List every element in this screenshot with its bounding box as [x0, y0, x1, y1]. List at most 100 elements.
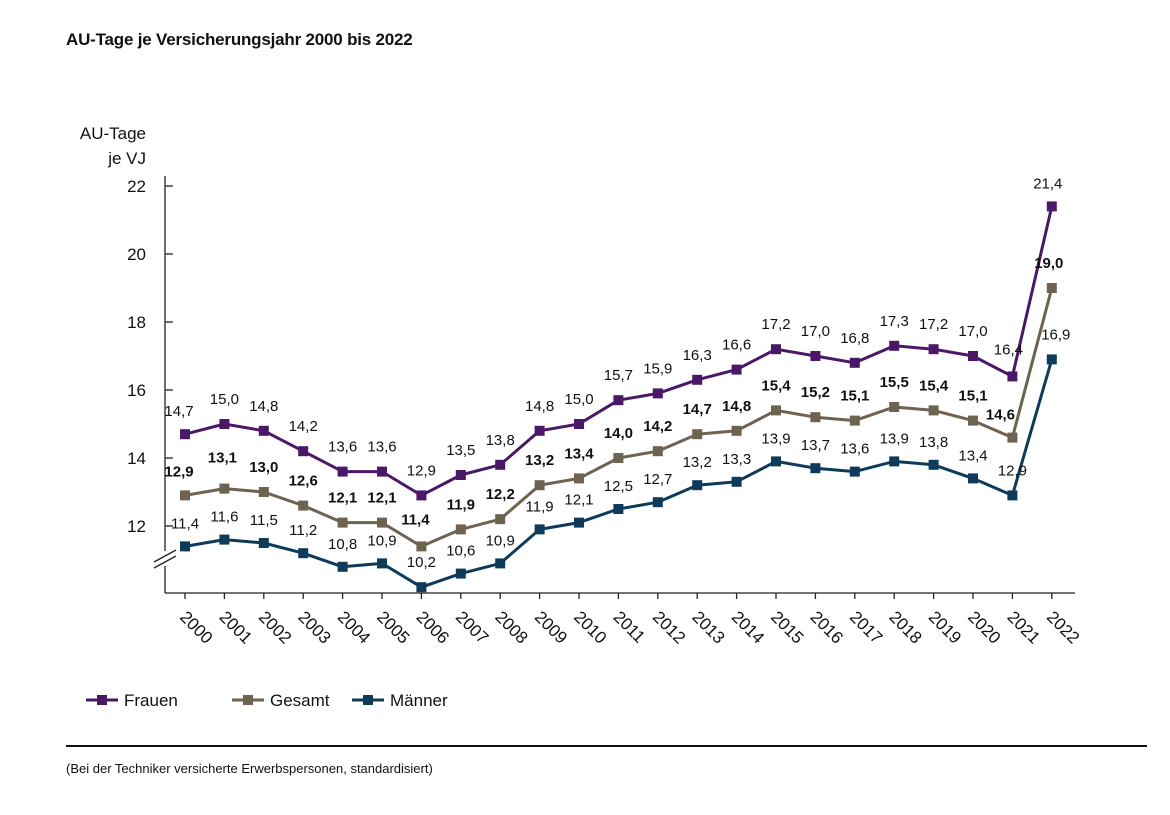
data-label-frauen: 21,4 — [1033, 175, 1062, 192]
data-point-maenner — [652, 497, 663, 508]
x-tick-label: 2020 — [964, 607, 1004, 647]
data-label-gesamt: 13,0 — [249, 459, 278, 476]
data-label-gesamt: 14,0 — [604, 425, 633, 442]
data-label-maenner: 12,5 — [604, 478, 633, 495]
data-point-maenner — [731, 476, 742, 487]
x-tick-label: 2014 — [728, 607, 768, 647]
data-point-frauen — [652, 388, 663, 399]
data-point-gesamt — [652, 446, 663, 457]
data-label-maenner: 12,7 — [643, 471, 672, 488]
data-label-gesamt: 13,2 — [525, 452, 554, 469]
data-label-frauen: 14,7 — [164, 403, 193, 420]
x-tick-label: 2010 — [570, 607, 610, 647]
data-label-frauen: 15,0 — [564, 391, 593, 408]
data-point-gesamt — [534, 480, 545, 491]
data-label-frauen: 14,8 — [525, 398, 554, 415]
data-label-gesamt: 12,1 — [367, 490, 396, 507]
data-label-frauen: 16,6 — [722, 337, 751, 354]
data-label-frauen: 17,2 — [919, 316, 948, 333]
data-point-frauen — [613, 395, 624, 406]
data-point-frauen — [337, 466, 348, 477]
data-label-gesamt: 19,0 — [1034, 255, 1063, 272]
data-point-maenner — [810, 463, 821, 474]
data-label-gesamt: 14,2 — [643, 418, 672, 435]
data-label-frauen: 14,8 — [249, 398, 278, 415]
x-tick-label: 2006 — [413, 607, 453, 647]
data-label-frauen: 15,9 — [643, 360, 672, 377]
data-point-frauen — [495, 459, 506, 470]
data-label-frauen: 16,3 — [683, 347, 712, 364]
data-point-frauen — [298, 446, 309, 457]
data-point-gesamt — [928, 405, 939, 416]
axis-break-mark — [153, 549, 177, 563]
data-point-maenner — [771, 456, 781, 467]
data-point-frauen — [771, 344, 781, 355]
y-tick-label: 14 — [127, 449, 146, 468]
footnote: (Bei der Techniker versicherte Erwerbspe… — [66, 761, 433, 776]
y-tick-label: 16 — [127, 381, 146, 400]
data-label-maenner: 11,5 — [250, 512, 278, 529]
data-point-frauen — [574, 419, 584, 429]
data-point-frauen — [219, 419, 230, 429]
legend-label-maenner: Männer — [390, 691, 448, 710]
data-point-frauen — [1046, 201, 1057, 212]
data-point-maenner — [928, 459, 939, 470]
data-point-gesamt — [849, 415, 860, 426]
data-point-gesamt — [416, 541, 427, 552]
data-label-maenner: 12,1 — [564, 492, 593, 509]
y-tick-label: 20 — [127, 245, 146, 264]
data-point-gesamt — [731, 425, 742, 436]
axis-break-mark — [153, 555, 177, 569]
x-tick-label: 2022 — [1043, 607, 1083, 647]
data-point-maenner — [849, 466, 860, 477]
data-label-maenner: 13,9 — [880, 430, 909, 447]
data-point-frauen — [377, 466, 387, 477]
data-point-maenner — [1007, 490, 1018, 501]
data-point-gesamt — [692, 429, 703, 440]
data-label-gesamt: 14,6 — [986, 407, 1015, 424]
data-label-gesamt: 15,5 — [880, 374, 909, 391]
data-point-maenner — [692, 480, 703, 491]
footer-divider — [66, 745, 1147, 747]
data-label-gesamt: 12,9 — [164, 463, 193, 480]
data-point-gesamt — [613, 453, 624, 463]
x-tick-label: 2003 — [294, 607, 334, 647]
data-label-frauen: 13,6 — [367, 439, 396, 456]
x-tick-label: 2007 — [452, 607, 492, 647]
data-labels: 14,7 15,0 14,8 14,2 13,6 13,6 12,9 13,5 13,8 14,8… — [164, 175, 1070, 571]
data-label-maenner: 10,8 — [328, 536, 357, 553]
data-label-frauen: 17,0 — [801, 323, 830, 340]
x-tick-label: 2017 — [846, 607, 886, 647]
data-label-maenner: 10,2 — [407, 554, 436, 571]
data-label-maenner: 10,9 — [486, 532, 515, 549]
data-label-frauen: 17,3 — [880, 313, 909, 330]
data-label-frauen: 13,8 — [486, 432, 515, 449]
data-point-frauen — [1007, 371, 1018, 382]
data-point-maenner — [613, 504, 624, 514]
x-tick-label: 2015 — [767, 607, 807, 647]
data-point-maenner — [534, 524, 545, 535]
chart-title: AU-Tage je Versicherungsjahr 2000 bis 20… — [66, 30, 413, 49]
legend-marker-gesamt — [243, 695, 253, 705]
data-point-maenner — [258, 538, 269, 548]
data-point-frauen — [928, 344, 939, 355]
data-point-maenner — [377, 558, 387, 569]
data-point-frauen — [692, 374, 703, 385]
data-point-maenner — [219, 534, 230, 545]
data-label-frauen: 17,2 — [761, 316, 790, 333]
legend-marker-frauen — [97, 695, 107, 705]
legend-marker-maenner — [363, 695, 373, 705]
data-label-maenner: 13,8 — [919, 434, 948, 451]
data-label-frauen: 16,4 — [994, 341, 1023, 358]
data-point-frauen — [849, 357, 860, 368]
data-label-maenner: 11,6 — [210, 509, 238, 526]
x-tick-label: 2018 — [885, 607, 925, 647]
data-label-frauen: 15,7 — [604, 367, 633, 384]
data-label-gesamt: 15,4 — [761, 377, 791, 394]
data-point-frauen — [731, 364, 742, 375]
x-tick-label: 2004 — [334, 607, 374, 647]
data-point-gesamt — [968, 415, 978, 426]
data-label-maenner: 10,6 — [446, 543, 475, 560]
data-label-gesamt: 12,2 — [486, 486, 515, 503]
